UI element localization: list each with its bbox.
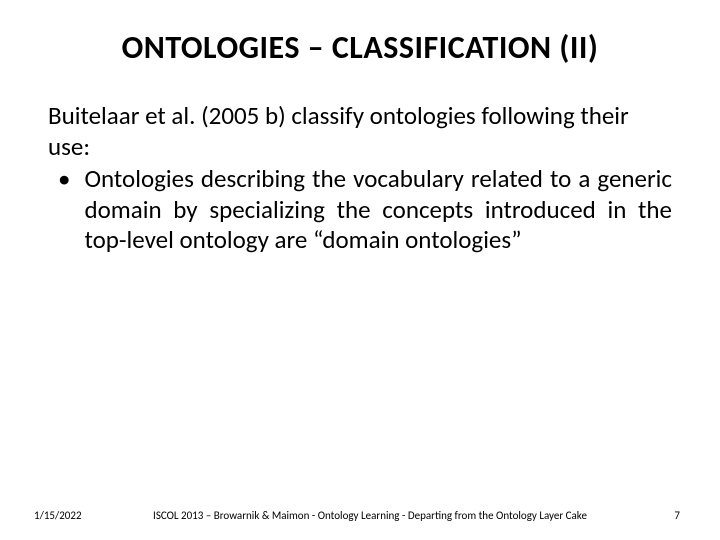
bullet-item: • Ontologies describing the vocabulary r… (48, 164, 672, 256)
slide-body: Buitelaar et al. (2005 b) classify ontol… (48, 101, 672, 256)
intro-paragraph: Buitelaar et al. (2005 b) classify ontol… (48, 101, 672, 162)
footer-page-number: 7 (650, 509, 680, 522)
slide-title: ONTOLOGIES – CLASSIFICATION (II) (48, 28, 672, 67)
slide-container: ONTOLOGIES – CLASSIFICATION (II) Buitela… (0, 0, 720, 540)
footer-date: 1/15/2022 (34, 510, 90, 522)
bullet-text: Ontologies describing the vocabulary rel… (84, 164, 672, 256)
footer-source: ISCOL 2013 – Browarnik & Maimon - Ontolo… (90, 509, 650, 522)
bullet-marker-icon: • (48, 164, 84, 256)
slide-footer: 1/15/2022 ISCOL 2013 – Browarnik & Maimo… (0, 509, 720, 522)
